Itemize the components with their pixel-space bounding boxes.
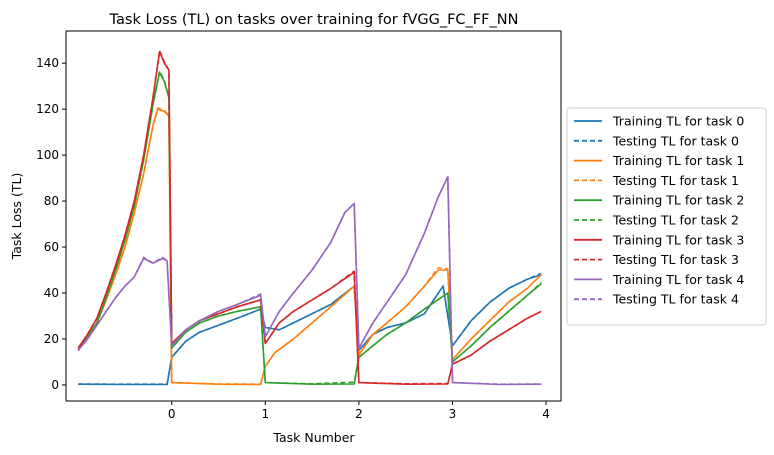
legend-label-4: Training TL for task 2 bbox=[612, 193, 744, 208]
x-tick-label: 2 bbox=[355, 407, 363, 421]
legend-label-5: Testing TL for task 2 bbox=[612, 213, 739, 228]
y-tick-label: 0 bbox=[51, 378, 59, 392]
legend-label-0: Training TL for task 0 bbox=[612, 114, 744, 129]
series-line-9 bbox=[77, 176, 542, 385]
legend-label-7: Testing TL for task 3 bbox=[612, 252, 739, 267]
series-line-6 bbox=[77, 50, 542, 385]
series-line-8 bbox=[77, 176, 542, 386]
series-line-5 bbox=[77, 70, 542, 385]
x-tick-label: 4 bbox=[542, 407, 550, 421]
series-line-1 bbox=[78, 272, 542, 385]
y-tick-label: 60 bbox=[44, 240, 59, 254]
legend-label-1: Testing TL for task 0 bbox=[612, 133, 739, 148]
plot-frame bbox=[65, 30, 562, 402]
series-line-0 bbox=[78, 273, 542, 386]
series-layer bbox=[77, 49, 542, 386]
y-tick-label: 20 bbox=[44, 332, 59, 346]
legend-label-6: Training TL for task 3 bbox=[612, 232, 744, 247]
y-tick-label: 80 bbox=[44, 194, 59, 208]
legend-label-8: Training TL for task 4 bbox=[612, 272, 744, 287]
x-tick-label: 1 bbox=[261, 407, 269, 421]
y-axis-label: Task Loss (TL) bbox=[9, 173, 24, 261]
series-line-7 bbox=[77, 49, 542, 385]
legend: Training TL for task 0 Testing TL for tas… bbox=[566, 107, 767, 326]
y-tick-label: 40 bbox=[44, 286, 59, 300]
y-tick-label: 140 bbox=[36, 56, 59, 70]
y-tick-label: 100 bbox=[36, 148, 59, 162]
y-tick-label: 120 bbox=[36, 102, 59, 116]
chart-title: Task Loss (TL) on tasks over training fo… bbox=[109, 12, 519, 28]
legend-label-3: Testing TL for task 1 bbox=[612, 173, 739, 188]
series-line-2 bbox=[77, 108, 542, 386]
legend-box bbox=[566, 107, 767, 326]
legend-label-2: Training TL for task 1 bbox=[612, 153, 744, 168]
legend-label-9: Testing TL for task 4 bbox=[612, 292, 739, 307]
x-axis-label: Task Number bbox=[272, 430, 355, 445]
x-tick-label: 3 bbox=[449, 407, 457, 421]
x-tick-label: 0 bbox=[168, 407, 176, 421]
